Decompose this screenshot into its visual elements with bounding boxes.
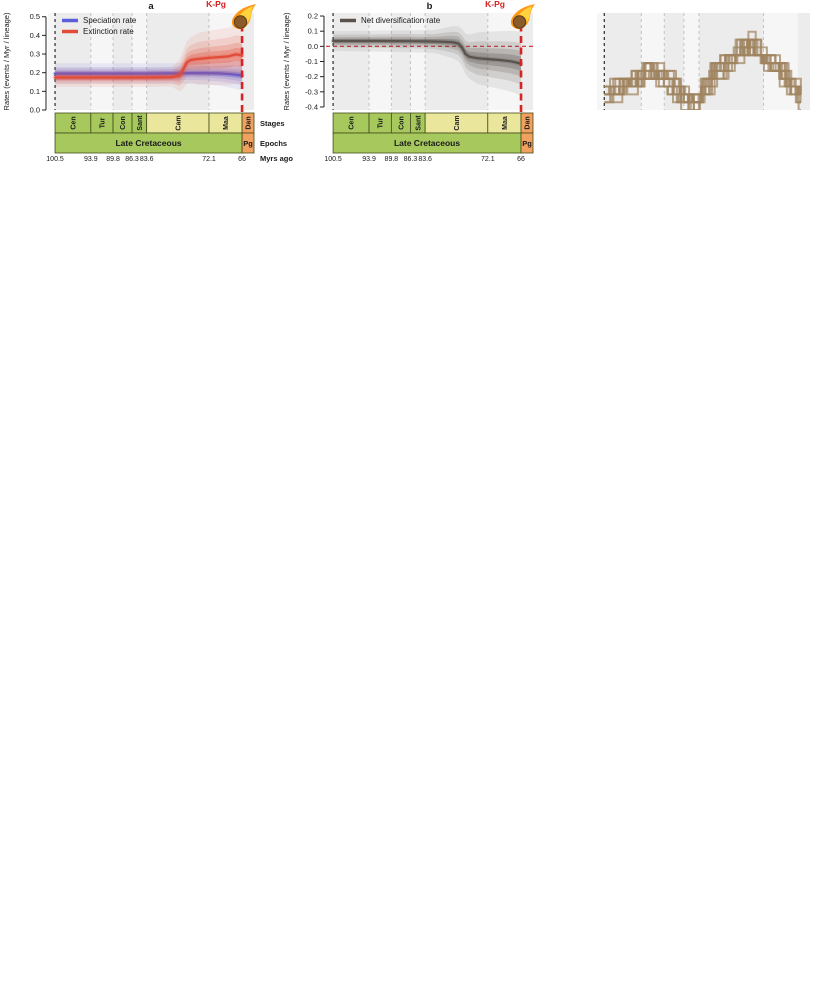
svg-text:Speciation rate: Speciation rate (83, 16, 137, 25)
axis-side-labels: Stages Epochs Myrs ago (260, 119, 293, 163)
svg-text:0.0: 0.0 (30, 106, 40, 115)
svg-text:Extinction rate: Extinction rate (83, 27, 134, 36)
svg-text:0.1: 0.1 (30, 87, 40, 96)
svg-text:93.9: 93.9 (84, 156, 98, 163)
plot-background (48, 13, 254, 110)
svg-text:86.3: 86.3 (404, 156, 418, 163)
svg-text:-0.1: -0.1 (305, 57, 318, 66)
y-axis-label: Rates (events / Myr / lineage) (282, 12, 291, 110)
svg-text:83.6: 83.6 (140, 156, 154, 163)
svg-text:0.3: 0.3 (30, 50, 40, 59)
svg-text:72.1: 72.1 (481, 156, 495, 163)
panel-a: 0.0 0.1 0.2 0.3 0.4 0.5 Rates (events / Myr / … (0, 0, 314, 168)
time-tick-labels: 100.5 93.9 89.8 86.3 83.6 72.1 66 (324, 156, 525, 163)
svg-text:Maa: Maa (223, 116, 230, 130)
svg-text:-0.2: -0.2 (305, 72, 318, 81)
y-axis: 0.2 0.1 0.0 -0.1 -0.2 -0.3 -0.4 (305, 12, 325, 111)
svg-text:Epochs: Epochs (260, 139, 287, 148)
stage-bar: Cen Tur Con Sant Cam Maa Dan (332, 112, 534, 134)
stage-gridlines (368, 13, 489, 110)
stage-gridlines (90, 13, 210, 110)
svg-text:83.6: 83.6 (418, 156, 432, 163)
data-layer (330, 26, 524, 96)
data-layer (52, 25, 245, 92)
svg-text:Net diversification rate: Net diversification rate (361, 16, 441, 25)
svg-text:89.8: 89.8 (106, 156, 120, 163)
epoch-bar: Late Cretaceous Pg (332, 132, 534, 154)
svg-text:Cam: Cam (454, 115, 461, 130)
panel-letter: b (427, 1, 433, 12)
svg-text:Cen: Cen (349, 116, 356, 129)
legend: Speciation rate Extinction rate (62, 16, 137, 36)
ankylosauridae-traces (604, 30, 802, 110)
svg-text:Dan: Dan (525, 116, 532, 129)
y-axis-label: Rates (events / Myr / lineage) (2, 12, 11, 110)
panel-a-chart: 0.0 0.1 0.2 0.3 0.4 0.5 Rates (events / Myr / … (2, 0, 293, 163)
time-tick-labels: 100.5 93.9 89.8 86.3 83.6 72.1 66 (46, 156, 246, 163)
svg-text:Cam: Cam (175, 115, 182, 130)
svg-text:93.9: 93.9 (362, 156, 376, 163)
svg-text:Maa: Maa (502, 116, 509, 130)
svg-text:66: 66 (238, 156, 246, 163)
svg-text:Myrs ago: Myrs ago (260, 154, 293, 163)
svg-text:Sant: Sant (415, 115, 422, 131)
svg-text:Tur: Tur (99, 117, 106, 128)
svg-text:Stages: Stages (260, 119, 285, 128)
svg-text:72.1: 72.1 (202, 156, 216, 163)
stage-bar: Cen Tur Con Sant Cam Maa Dan (54, 112, 255, 134)
svg-text:100.5: 100.5 (46, 156, 64, 163)
svg-text:0.4: 0.4 (30, 31, 40, 40)
svg-text:Con: Con (398, 116, 405, 130)
kpg-label: K-Pg (485, 0, 505, 9)
svg-text:Dan: Dan (246, 116, 253, 129)
svg-text:-0.4: -0.4 (305, 102, 318, 111)
panel-b-chart: 0.2 0.1 0.0 -0.1 -0.2 -0.3 -0.4 Rates (events /… (282, 0, 535, 163)
svg-text:0.5: 0.5 (30, 12, 40, 21)
svg-text:Pg: Pg (243, 139, 253, 148)
svg-text:86.3: 86.3 (125, 156, 139, 163)
panel-c (557, 0, 830, 168)
svg-text:Sant: Sant (137, 115, 144, 131)
epoch-bar: Late Cretaceous Pg (54, 132, 255, 154)
svg-text:100.5: 100.5 (324, 156, 342, 163)
svg-text:Tur: Tur (378, 117, 385, 128)
svg-text:Late Cretaceous: Late Cretaceous (394, 138, 460, 148)
svg-text:0.2: 0.2 (308, 12, 318, 21)
svg-text:0.2: 0.2 (30, 68, 40, 77)
svg-text:0.0: 0.0 (308, 42, 318, 51)
y-axis: 0.0 0.1 0.2 0.3 0.4 0.5 (30, 12, 47, 115)
net-diversification-rate-series (330, 26, 524, 96)
svg-text:0.1: 0.1 (308, 27, 318, 36)
svg-text:89.8: 89.8 (385, 156, 399, 163)
legend: Net diversification rate (340, 16, 441, 25)
svg-text:Con: Con (120, 116, 127, 130)
kpg-comet-icon: K-Pg (206, 0, 256, 30)
panel-letter: a (148, 1, 154, 12)
panel-c-chart (597, 13, 810, 110)
extinction-rate-series (52, 25, 245, 92)
speciation-rate-series (52, 60, 245, 91)
kpg-label: K-Pg (206, 0, 226, 9)
data-layer (604, 30, 802, 110)
svg-text:-0.3: -0.3 (305, 87, 318, 96)
svg-text:Cen: Cen (70, 116, 77, 129)
svg-text:Late Cretaceous: Late Cretaceous (115, 138, 181, 148)
panel-b: 0.2 0.1 0.0 -0.1 -0.2 -0.3 -0.4 Rates (events /… (280, 0, 557, 168)
svg-text:Pg: Pg (522, 139, 532, 148)
kpg-comet-icon: K-Pg (485, 0, 535, 30)
svg-text:66: 66 (517, 156, 525, 163)
